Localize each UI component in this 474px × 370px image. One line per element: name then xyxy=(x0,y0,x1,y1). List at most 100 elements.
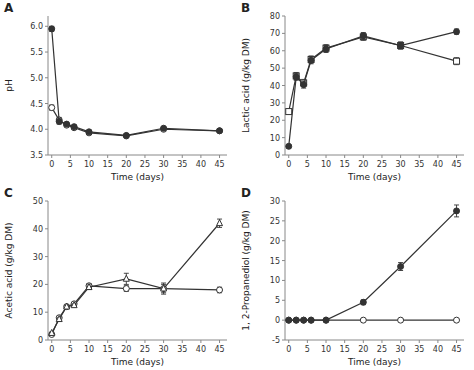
y-tick xyxy=(282,280,285,281)
error-bar xyxy=(361,33,366,40)
y-tick-label: 30 xyxy=(270,197,280,206)
x-tick xyxy=(89,340,90,343)
error-bar xyxy=(124,286,129,292)
x-tick xyxy=(419,155,420,158)
y-tick-label: -5 xyxy=(272,336,280,345)
x-axis-line xyxy=(285,340,464,341)
point xyxy=(398,43,404,49)
x-tick xyxy=(363,155,364,158)
x-tick-label: 35 xyxy=(177,160,187,169)
series xyxy=(286,317,460,323)
y-tick xyxy=(45,77,48,78)
error-cap xyxy=(217,227,222,228)
x-tick-label: 35 xyxy=(414,160,424,169)
series-line xyxy=(52,108,220,136)
error-bar xyxy=(217,219,222,227)
point xyxy=(308,57,314,63)
point xyxy=(286,317,292,323)
x-tick-label: 40 xyxy=(196,345,206,354)
point xyxy=(323,46,329,52)
x-tick-label: 5 xyxy=(68,160,73,169)
y-tick-label: 30 xyxy=(33,253,43,262)
point xyxy=(323,317,329,323)
error-cap xyxy=(124,284,129,285)
x-tick-label: 25 xyxy=(140,160,150,169)
x-tick xyxy=(437,155,438,158)
x-tick xyxy=(344,155,345,158)
error-bar xyxy=(294,73,299,80)
x-tick-label: 10 xyxy=(84,160,94,169)
point xyxy=(64,303,70,309)
y-axis-label: 1, 2-Propanediol (g/kg DM) xyxy=(241,210,251,331)
y-tick-label: 50 xyxy=(270,64,280,73)
x-tick-label: 25 xyxy=(377,160,387,169)
point xyxy=(323,317,329,323)
y-tick-label: 5.5 xyxy=(30,48,43,57)
error-cap xyxy=(161,292,166,293)
series xyxy=(286,33,460,114)
x-tick-label: 5 xyxy=(305,345,310,354)
point xyxy=(49,329,55,335)
x-tick xyxy=(288,340,289,343)
x-axis-line xyxy=(48,155,227,156)
y-tick xyxy=(45,52,48,53)
x-tick xyxy=(163,340,164,343)
y-tick-label: 10 xyxy=(33,308,43,317)
error-bar xyxy=(454,29,459,34)
x-axis-label: Time (days) xyxy=(347,357,401,367)
x-tick-label: 10 xyxy=(321,160,331,169)
error-bar xyxy=(294,72,299,79)
y-tick xyxy=(45,103,48,104)
series-line xyxy=(52,223,220,333)
plot-area xyxy=(286,205,460,323)
y-tick xyxy=(282,260,285,261)
error-cap xyxy=(161,283,166,284)
y-tick-label: 0 xyxy=(275,151,280,160)
x-tick-label: 40 xyxy=(433,345,443,354)
point xyxy=(360,299,366,305)
x-axis-line xyxy=(285,155,464,156)
panel-label: B xyxy=(241,1,250,15)
y-tick-label: 20 xyxy=(270,237,280,246)
series xyxy=(286,205,460,323)
y-axis-label: Lactic acid (g/kg DM) xyxy=(241,38,251,133)
point xyxy=(123,286,129,292)
point xyxy=(217,220,223,226)
point xyxy=(293,73,299,79)
error-bar xyxy=(361,300,366,305)
x-tick-label: 0 xyxy=(49,345,54,354)
y-tick xyxy=(282,155,285,156)
x-tick xyxy=(363,340,364,343)
x-tick xyxy=(126,340,127,343)
y-tick xyxy=(282,16,285,17)
x-tick xyxy=(200,155,201,158)
point xyxy=(293,74,299,80)
error-bar xyxy=(57,119,62,124)
x-tick-label: 15 xyxy=(340,160,350,169)
point xyxy=(308,56,314,62)
x-tick xyxy=(219,155,220,158)
y-tick-label: 0 xyxy=(38,336,43,345)
x-tick xyxy=(107,340,108,343)
point xyxy=(64,121,70,127)
x-tick xyxy=(107,155,108,158)
x-tick-label: 40 xyxy=(196,160,206,169)
y-tick-label: 40 xyxy=(33,225,43,234)
x-tick xyxy=(126,155,127,158)
error-cap xyxy=(124,273,129,274)
series-line xyxy=(289,37,457,112)
point xyxy=(86,283,92,289)
y-tick-label: 3.5 xyxy=(30,151,43,160)
point xyxy=(301,82,307,88)
point xyxy=(49,26,55,32)
x-tick-label: 30 xyxy=(396,345,406,354)
y-tick xyxy=(282,102,285,103)
x-tick-label: 10 xyxy=(321,345,331,354)
x-tick xyxy=(437,340,438,343)
y-tick-label: 5.0 xyxy=(30,74,43,83)
x-tick-label: 5 xyxy=(305,160,310,169)
x-tick xyxy=(89,155,90,158)
y-tick-label: 4.0 xyxy=(30,125,43,134)
point xyxy=(398,43,404,49)
x-tick-label: 45 xyxy=(214,345,224,354)
